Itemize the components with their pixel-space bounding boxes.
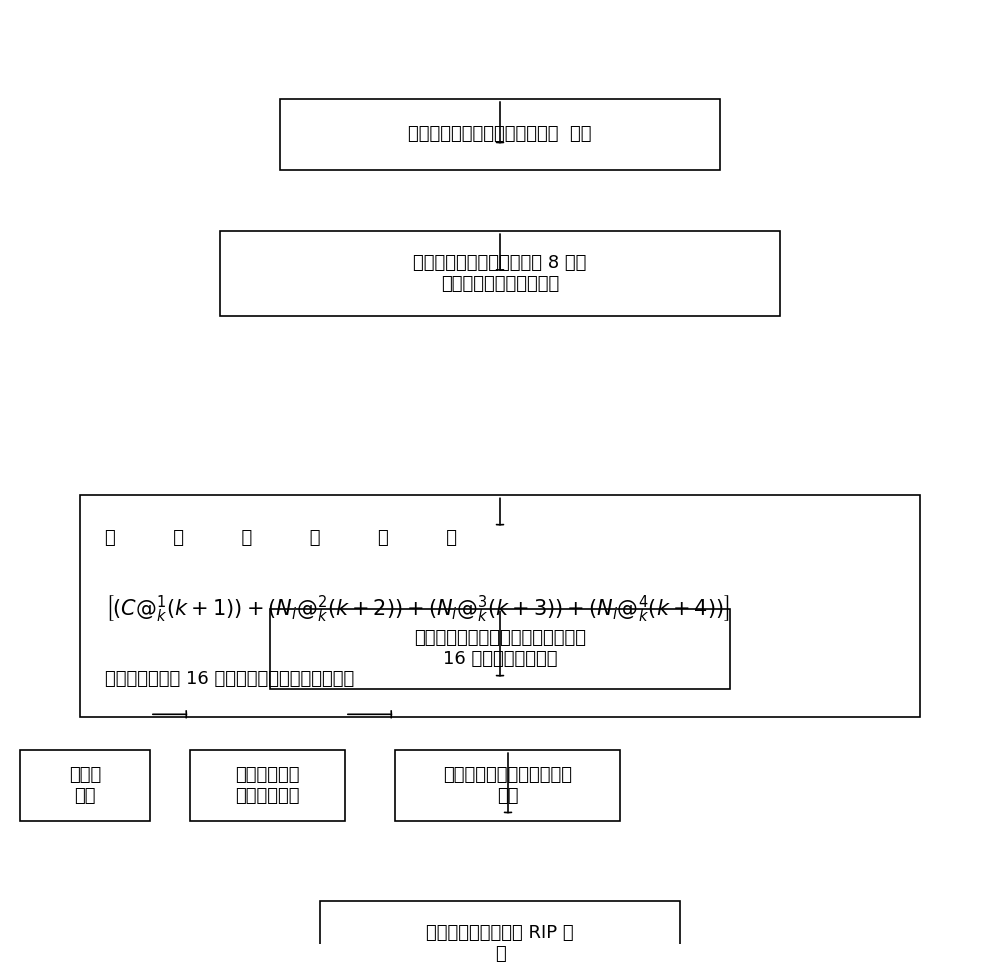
FancyBboxPatch shape: [190, 750, 345, 820]
Text: 循环查表法调制调幅网点的
形状: 循环查表法调制调幅网点的 形状: [443, 767, 572, 805]
FancyBboxPatch shape: [20, 750, 150, 820]
FancyBboxPatch shape: [320, 901, 680, 963]
Text: 通          过          位          扩          展          和: 通 过 位 扩 展 和: [105, 529, 457, 547]
FancyBboxPatch shape: [280, 99, 720, 169]
Text: 二进制加密防伪信息信道编码，生成
16 位二进制调制信号: 二进制加密防伪信息信道编码，生成 16 位二进制调制信号: [414, 630, 586, 668]
Text: 输出嵌入防伪信息的 RIP 文
件: 输出嵌入防伪信息的 RIP 文 件: [426, 924, 574, 963]
FancyBboxPatch shape: [270, 609, 730, 689]
FancyBboxPatch shape: [80, 495, 920, 717]
Text: 图像栅格化处
理、混合加网: 图像栅格化处 理、混合加网: [235, 767, 300, 805]
Text: $\left[(C@^1_k(k+1))+(N_i@^2_k(k+2))+(N_i@^3_k(k+3))+(N_i@^4_k(k+4))\right]$: $\left[(C@^1_k(k+1))+(N_i@^2_k(k+2))+(N_…: [105, 593, 730, 624]
Text: 加密运算，生成 16 位一组二进制加密防伪信息表: 加密运算，生成 16 位一组二进制加密防伪信息表: [105, 670, 354, 689]
Text: 连续调
图像: 连续调 图像: [69, 767, 101, 805]
Text: 防伪信息数字化处理，生成 8 位一
组的二进制防伪信息表。: 防伪信息数字化处理，生成 8 位一 组的二进制防伪信息表。: [413, 254, 587, 293]
FancyBboxPatch shape: [220, 231, 780, 316]
Text: 原始防伪信息（图像、文字、商  标）: 原始防伪信息（图像、文字、商 标）: [408, 125, 592, 143]
FancyBboxPatch shape: [395, 750, 620, 820]
